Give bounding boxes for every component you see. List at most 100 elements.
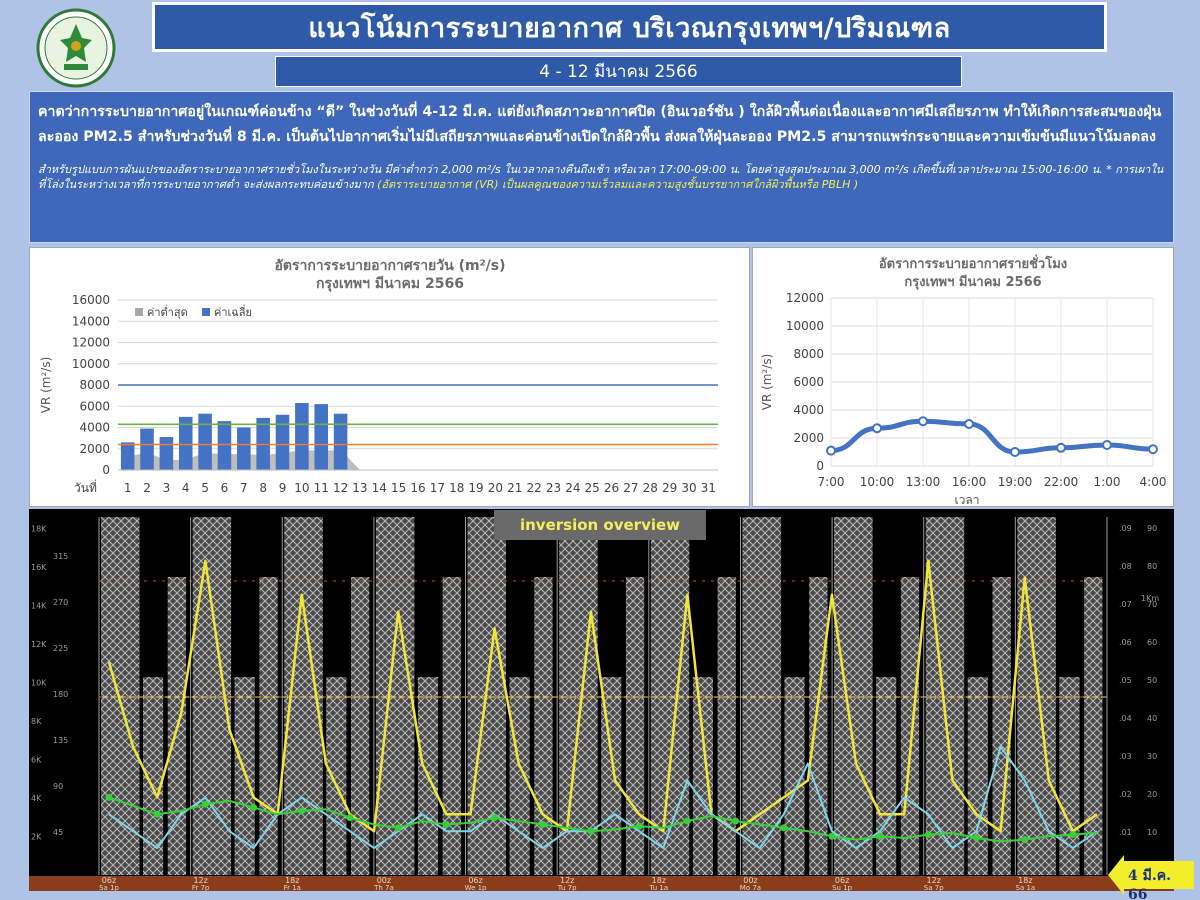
inversion-block <box>1059 677 1080 875</box>
x-tick-label: 5 <box>201 481 209 495</box>
inversion-block <box>650 517 690 875</box>
bar-11 <box>314 404 328 470</box>
x-tick-label: 25 <box>585 481 600 495</box>
legend-swatch-min <box>135 308 143 316</box>
point-16:00 <box>964 419 974 429</box>
tmd-logo <box>36 8 116 88</box>
left-tick-label-secondary: 315 <box>53 552 68 561</box>
inversion-block <box>375 517 415 875</box>
timeline-bar <box>29 876 1174 891</box>
x-tick-label: 1:00 <box>1094 475 1121 489</box>
inversion-block <box>967 677 988 875</box>
y-axis-label: VR (m²/s) <box>39 357 53 414</box>
hourly-vr-chart-panel: อัตราการระบายอากาศรายชั่วโมง กรุงเทพฯ มีน… <box>752 247 1174 507</box>
x-tick-label: 11 <box>314 481 329 495</box>
daily-vr-chart-panel: อัตราการระบายอากาศรายวัน (m²/s) กรุงเทพฯ … <box>29 247 750 507</box>
inversion-block <box>1017 517 1056 875</box>
arrow-left-icon <box>1108 855 1194 895</box>
chart-title: อัตราการระบายอากาศรายวัน (m²/s) <box>274 258 505 274</box>
x-tick-label: 20 <box>488 481 503 495</box>
time-label: 12z <box>560 876 574 885</box>
inversion-block <box>625 577 645 875</box>
inversion-block <box>692 677 713 875</box>
bar-2 <box>140 428 154 470</box>
inversion-marker <box>201 800 209 808</box>
x-axis-label: เวลา <box>955 493 980 507</box>
inversion-marker <box>394 824 402 832</box>
point-1:00 <box>1102 440 1112 450</box>
inversion-marker <box>1021 836 1029 844</box>
y-tick-label: 8000 <box>79 378 110 392</box>
inversion-marker <box>105 793 113 801</box>
left-tick-label: 6K <box>31 756 42 765</box>
x-tick-label: 1 <box>124 481 132 495</box>
time-label: 18z <box>652 876 666 885</box>
right-tick-label-secondary: 80 <box>1147 562 1157 571</box>
y-tick-label: 0 <box>102 463 110 477</box>
time-label: 00z <box>377 876 391 885</box>
inversion-block <box>442 577 461 875</box>
y-tick-label: 0 <box>816 459 824 473</box>
inversion-marker <box>876 832 884 840</box>
legend-label-min: ค่าต่ำสุด <box>147 304 188 319</box>
right-tick-label: .07 <box>1119 600 1132 609</box>
inversion-block <box>925 517 965 875</box>
right-tick-label-secondary: 20 <box>1147 790 1157 799</box>
right-tick-label-secondary: 90 <box>1147 524 1157 533</box>
inversion-series-1 <box>107 559 1098 833</box>
inversion-marker <box>732 817 740 825</box>
time-label: 06z <box>102 876 116 885</box>
point-13:00 <box>918 416 928 427</box>
x-tick-label: 9 <box>279 481 287 495</box>
right-tick-label: .04 <box>1119 714 1132 723</box>
time-sublabel: Th 7a <box>373 884 394 891</box>
right-tick-label-secondary: 10 <box>1147 828 1157 837</box>
bar-4 <box>178 416 193 470</box>
date-tag: 4 มี.ค. 66 <box>1108 855 1194 900</box>
left-tick-label-secondary: 135 <box>53 736 68 745</box>
x-tick-label: 19 <box>468 481 483 495</box>
time-label: 06z <box>468 876 482 885</box>
time-sublabel: Tu 7p <box>557 884 577 891</box>
time-sublabel: Sa 7p <box>924 884 944 891</box>
x-tick-label: 19:00 <box>998 475 1033 489</box>
inversion-block <box>784 677 805 875</box>
inversion-block <box>559 517 598 875</box>
inversion-marker <box>153 810 161 818</box>
x-tick-label: 30 <box>681 481 696 495</box>
x-tick-label: 8 <box>259 481 267 495</box>
x-tick-label: 24 <box>565 481 580 495</box>
left-tick-label: 8K <box>31 717 42 726</box>
left-tick-label-secondary: 180 <box>53 690 68 699</box>
inversion-block <box>834 517 873 875</box>
left-tick-label: 18K <box>31 525 47 534</box>
time-label: 18z <box>1018 876 1032 885</box>
legend-label-avg: ค่าเฉลี่ย <box>214 304 252 319</box>
point-4:00 <box>1148 444 1158 455</box>
x-tick-label: 22 <box>526 481 541 495</box>
left-tick-label-secondary: 90 <box>53 782 63 791</box>
time-label: 12z <box>193 876 207 885</box>
x-tick-label: 21 <box>507 481 522 495</box>
x-tick-label: 17 <box>430 481 445 495</box>
x-tick-label: 3 <box>163 481 171 495</box>
bar-9 <box>275 414 290 470</box>
y-tick-label: 2000 <box>793 431 824 445</box>
time-label: 00z <box>743 876 757 885</box>
x-tick-label: 14 <box>372 481 387 495</box>
x-tick-label: 13:00 <box>906 475 941 489</box>
time-sublabel: Fr 1a <box>284 884 301 891</box>
point-22:00 <box>1056 442 1066 453</box>
inversion-marker <box>491 814 499 822</box>
point-10:00 <box>872 423 882 434</box>
summary-main-text: คาดว่าการระบายอากาศอยู่ในเกณฑ์ค่อนข้าง “… <box>38 104 1162 145</box>
y-tick-label: 14000 <box>72 314 110 328</box>
inversion-overview-chart: 2K 4K 6K 8K 10K 12K 14K 16K 18K 45 90 135 180 225 270 3… <box>29 509 1174 891</box>
x-tick-label: 31 <box>701 481 716 495</box>
inversion-marker <box>346 814 354 822</box>
x-tick-label: 26 <box>604 481 619 495</box>
date-tag-label: 4 มี.ค. 66 <box>1128 868 1171 900</box>
y-tick-label: 12000 <box>786 291 824 305</box>
time-sublabel: Tu 1a <box>649 884 669 891</box>
right-tick-label: .03 <box>1119 752 1132 761</box>
